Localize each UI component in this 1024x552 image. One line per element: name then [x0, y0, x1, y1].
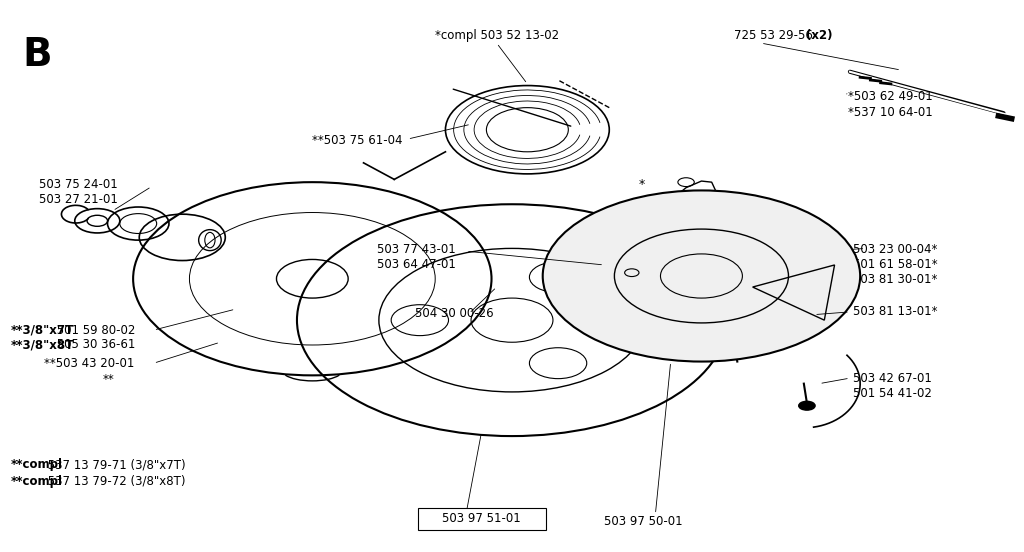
Text: **compl: **compl	[10, 475, 62, 488]
Text: 503 97 51-01: 503 97 51-01	[442, 512, 520, 526]
Text: 503 64 47-01: 503 64 47-01	[377, 258, 456, 271]
Text: 503 97 50-01: 503 97 50-01	[604, 515, 683, 528]
Circle shape	[543, 190, 860, 362]
Text: B: B	[23, 36, 52, 74]
Text: **3/8"x8T: **3/8"x8T	[10, 338, 74, 352]
Text: 503 81 13-01*: 503 81 13-01*	[853, 305, 938, 319]
Text: **: **	[102, 373, 114, 386]
FancyBboxPatch shape	[418, 508, 546, 530]
Text: 503 27 21-01: 503 27 21-01	[39, 193, 118, 206]
Text: 725 53 29-56: 725 53 29-56	[734, 29, 817, 43]
Text: **503 75 61-04: **503 75 61-04	[312, 134, 402, 147]
Text: 501 59 80-02: 501 59 80-02	[53, 323, 135, 337]
Text: 503 81 30-01*: 503 81 30-01*	[853, 273, 937, 286]
Text: 501 54 41-02: 501 54 41-02	[853, 386, 932, 400]
Text: 503 23 00-04*: 503 23 00-04*	[853, 243, 937, 256]
Text: 503 97 51-01: 503 97 51-01	[442, 515, 520, 528]
Text: **3/8"x7T: **3/8"x7T	[10, 323, 74, 337]
Text: 501 61 58-01*: 501 61 58-01*	[853, 258, 938, 271]
Text: 503 75 24-01: 503 75 24-01	[39, 178, 118, 192]
Text: 503 77 43-01: 503 77 43-01	[377, 243, 456, 256]
Text: 537 13 79-72 (3/8"x8T): 537 13 79-72 (3/8"x8T)	[44, 475, 185, 488]
Text: **503 43 20-01: **503 43 20-01	[44, 357, 134, 370]
Text: 504 30 00-26: 504 30 00-26	[415, 307, 494, 320]
Text: (x2): (x2)	[806, 29, 833, 43]
Text: 503 42 67-01: 503 42 67-01	[853, 371, 932, 385]
Text: 537 13 79-71 (3/8"x7T): 537 13 79-71 (3/8"x7T)	[44, 458, 185, 471]
Text: *compl 503 52 13-02: *compl 503 52 13-02	[434, 29, 559, 43]
Text: *503 62 49-01: *503 62 49-01	[848, 90, 933, 103]
Text: 505 30 36-61: 505 30 36-61	[53, 338, 135, 352]
Text: *: *	[639, 178, 645, 192]
Text: *537 10 64-01: *537 10 64-01	[848, 105, 933, 119]
Text: **compl: **compl	[10, 458, 62, 471]
Circle shape	[799, 401, 815, 410]
